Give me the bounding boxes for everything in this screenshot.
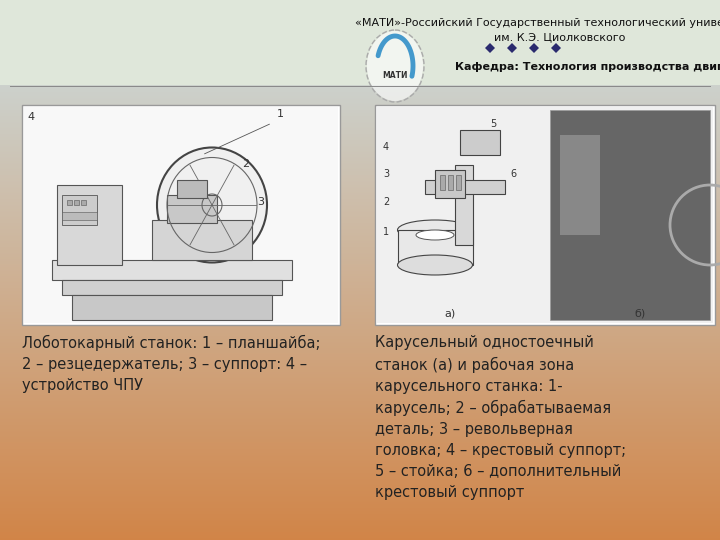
- Bar: [62, 280, 282, 295]
- Bar: [425, 180, 505, 194]
- Text: 4: 4: [383, 142, 389, 152]
- Bar: [448, 175, 453, 190]
- Bar: [67, 200, 72, 205]
- Bar: [456, 175, 461, 190]
- Text: 2: 2: [242, 159, 249, 169]
- Text: а): а): [444, 309, 456, 319]
- Bar: [550, 110, 710, 320]
- Text: Карусельный одностоечный
станок (а) и рабочая зона
карусельного станка: 1-
карус: Карусельный одностоечный станок (а) и ра…: [375, 335, 626, 501]
- Text: Кафедра: Технология производства двигателей летательных аппаратов: Кафедра: Технология производства двигате…: [455, 62, 720, 72]
- Bar: [57, 185, 122, 265]
- Ellipse shape: [416, 230, 454, 240]
- Polygon shape: [507, 43, 517, 53]
- Bar: [81, 200, 86, 205]
- Polygon shape: [485, 43, 495, 53]
- Bar: [167, 195, 217, 223]
- Text: 1: 1: [277, 109, 284, 119]
- Text: 1: 1: [383, 227, 389, 237]
- Text: Лоботокарный станок: 1 – планшайба;
2 – резцедержатель; 3 – суппорт: 4 –
устройс: Лоботокарный станок: 1 – планшайба; 2 – …: [22, 335, 320, 393]
- Bar: [455, 165, 473, 245]
- Text: 3: 3: [383, 169, 389, 179]
- Bar: [74, 200, 79, 205]
- Bar: [62, 195, 97, 225]
- Ellipse shape: [367, 31, 423, 101]
- Text: 4: 4: [27, 112, 34, 122]
- Bar: [435, 170, 465, 198]
- Bar: [398, 230, 473, 265]
- Bar: [177, 180, 207, 198]
- Bar: [152, 220, 252, 260]
- Ellipse shape: [397, 255, 472, 275]
- Bar: [377, 107, 713, 323]
- Polygon shape: [551, 43, 561, 53]
- Text: 3: 3: [257, 197, 264, 207]
- Ellipse shape: [157, 147, 267, 262]
- Ellipse shape: [397, 220, 472, 240]
- Bar: [22, 105, 340, 325]
- Bar: [24, 107, 338, 323]
- Text: им. К.Э. Циолковского: им. К.Э. Циолковского: [495, 32, 626, 42]
- Bar: [460, 130, 500, 155]
- Polygon shape: [529, 43, 539, 53]
- Bar: [52, 260, 292, 280]
- Text: б): б): [634, 309, 646, 319]
- Bar: [560, 135, 600, 235]
- Text: 2: 2: [383, 197, 390, 207]
- Text: 6: 6: [510, 169, 516, 179]
- Bar: [62, 212, 97, 220]
- Text: МАТИ: МАТИ: [382, 71, 408, 80]
- Text: «МАТИ»-Российский Государственный технологический университет: «МАТИ»-Российский Государственный технол…: [356, 18, 720, 28]
- Text: 5: 5: [490, 119, 496, 129]
- Bar: [440, 175, 445, 190]
- Bar: [375, 105, 715, 325]
- Bar: [72, 295, 272, 320]
